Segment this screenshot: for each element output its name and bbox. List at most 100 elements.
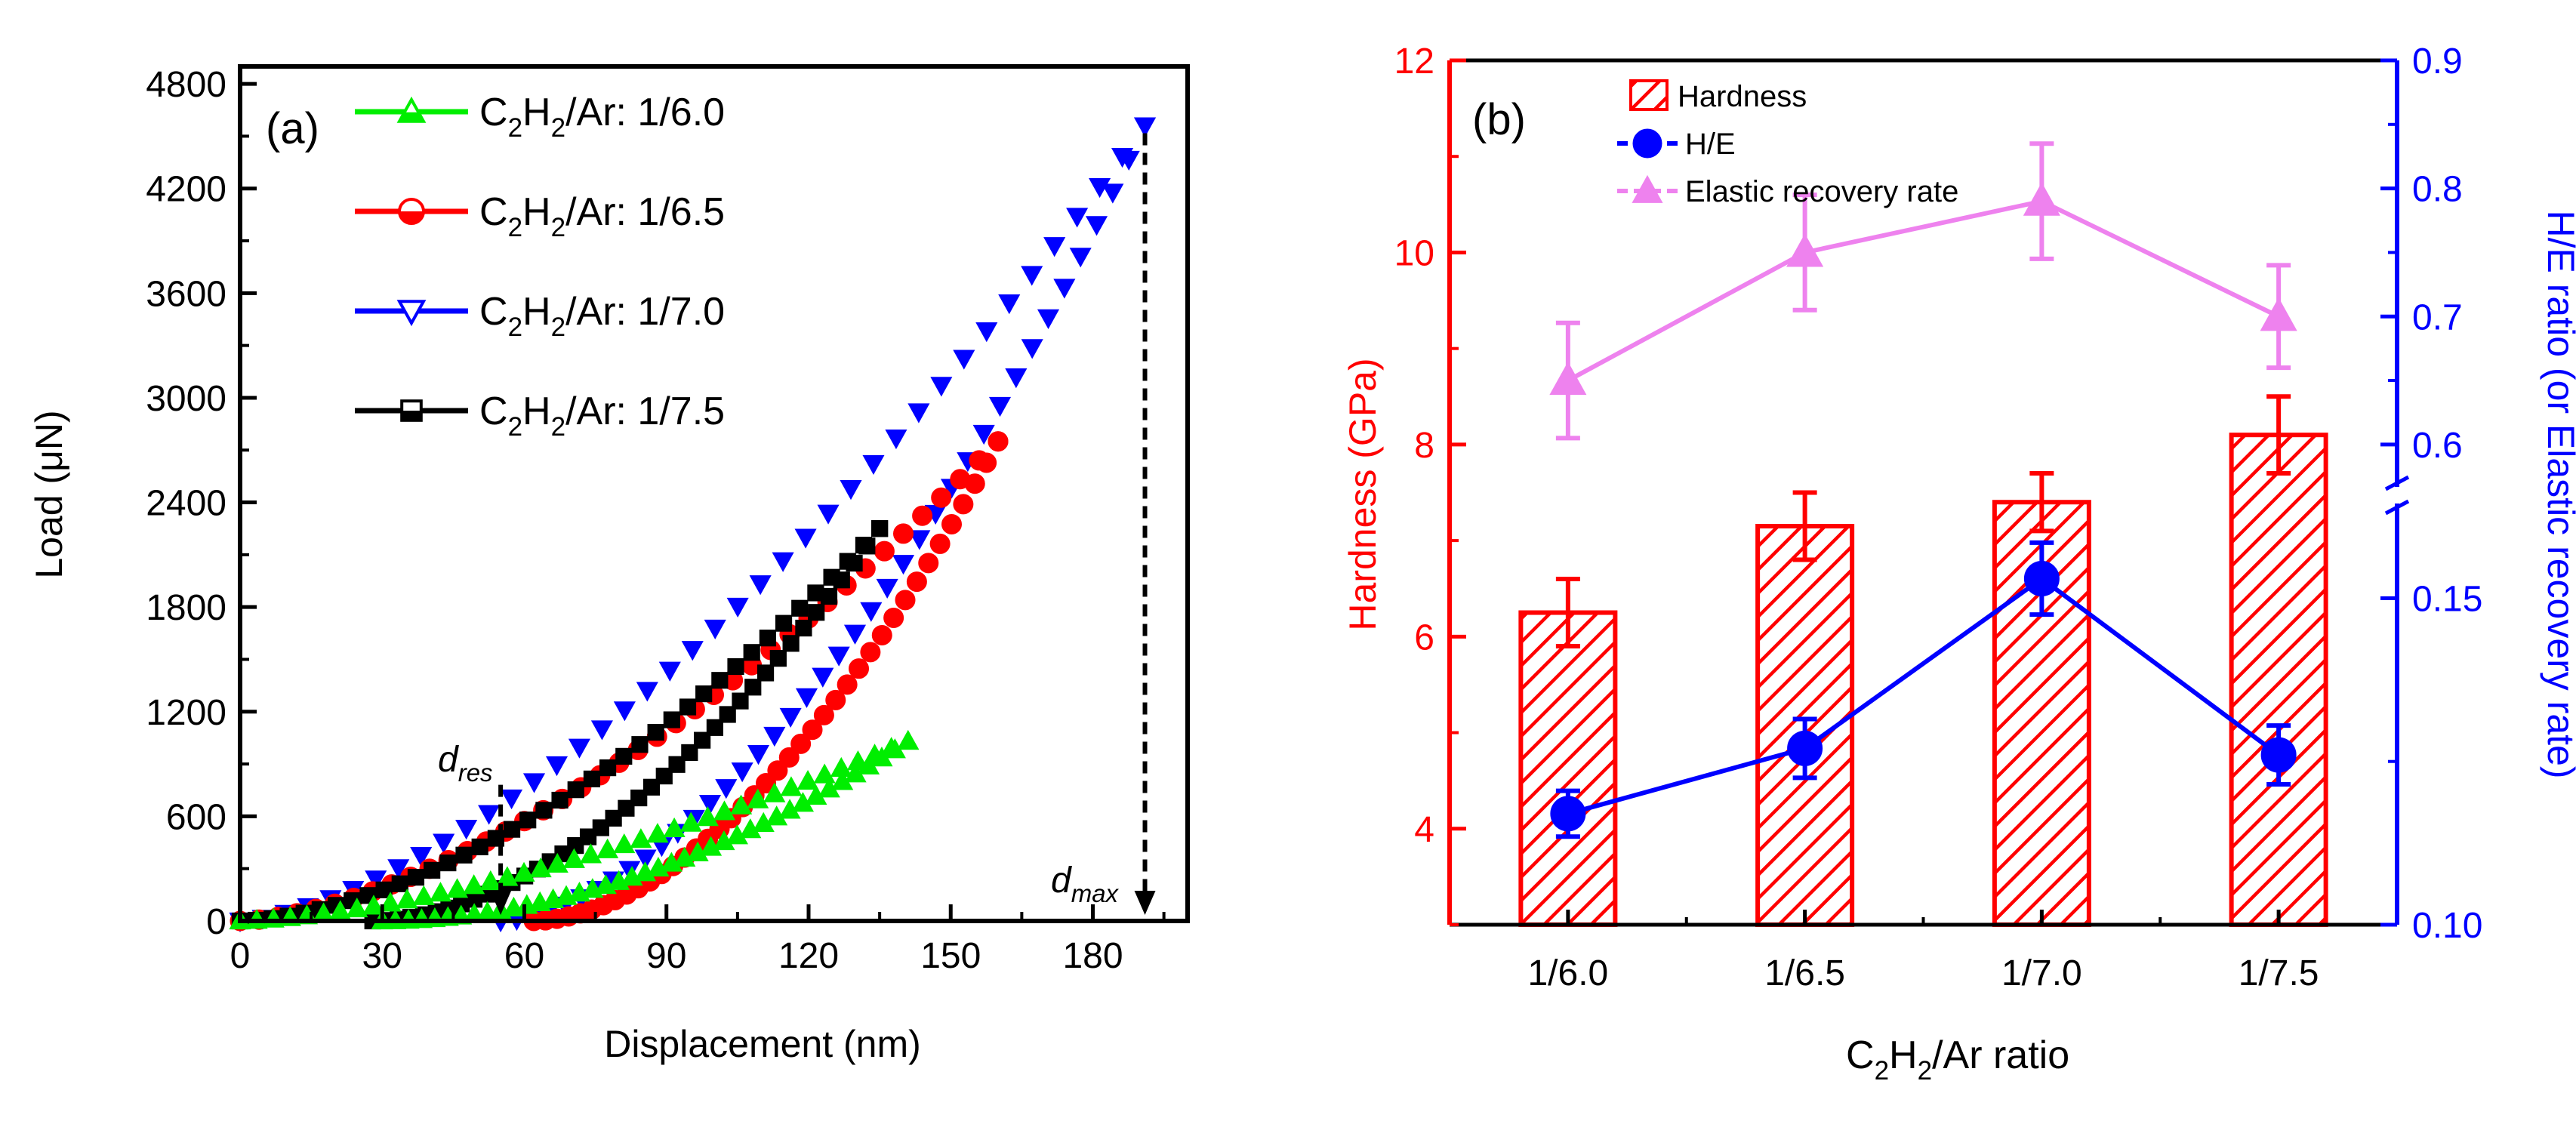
legend-label: H/E [1685,128,1736,161]
load-point [663,711,680,728]
unload-point [843,624,867,645]
load-point [658,661,681,682]
unload-point [895,590,916,611]
load-point [679,698,697,716]
load-point [907,403,930,423]
legend-label: Elastic recovery rate [1685,175,1958,208]
panel-a-curves [229,117,1157,933]
load-point [797,769,819,790]
load-point [599,759,617,777]
y-tick-label: 4800 [146,65,226,105]
unload-point [592,819,609,836]
unload-point [655,767,673,785]
y-tick-label: 3000 [146,379,226,419]
load-point [412,885,435,905]
load-point [704,619,726,640]
load-point [696,806,719,827]
panel-a-legend: C2​H2​/Ar: 1/6.0 C2​H2​/Ar: 1/6.5 C2​H2​/A… [355,91,725,442]
unload-point [897,729,920,750]
load-point [429,882,451,902]
load-point [727,658,744,676]
legend-label: C2​H2​/Ar: 1/6.5 [479,190,725,242]
panel-a-annotations: dres​ dmax​ [438,133,1156,915]
load-point [679,811,702,832]
unload-point [1133,117,1157,137]
unload-point [1117,150,1140,171]
unload-point [953,494,974,515]
panel-b-label: (b) [1472,95,1526,144]
x-tick-label: 150 [920,936,981,976]
unload-point [808,604,825,621]
y-tick-label: 1800 [146,588,226,628]
load-point [931,487,952,508]
data-point [2260,737,2297,773]
y-tick-label: 4200 [146,170,226,210]
load-point [479,870,502,891]
load-point [726,597,749,618]
unload-point [837,674,858,695]
load-point [455,846,473,864]
left-tick-label: 10 [1394,233,1434,273]
load-point [579,843,602,864]
legend-marker [396,300,427,327]
unload-point [634,849,657,870]
legend-marker [396,96,427,123]
unload-point [706,719,724,736]
load-point [930,377,953,397]
load-point [711,672,729,689]
unload-point [918,553,939,574]
load-point [695,685,713,703]
load-point [513,861,535,882]
data-point [1549,361,1587,396]
series-H/E [1550,540,2297,839]
unload-point [1053,279,1076,299]
right-tick-label: 0.9 [2412,42,2463,82]
unload-point [883,607,904,628]
unload-point [668,756,686,773]
left-tick-label: 12 [1394,42,1434,82]
unload-point [731,762,753,783]
unload-point [833,571,850,589]
unload-point [988,396,1012,417]
load-point [503,821,521,838]
load-point [791,599,809,617]
series-Elastic recovery rate [1549,141,2297,441]
load-point [463,874,485,895]
unload-point [744,679,762,696]
panel-a-label: (a) [266,104,319,153]
unload-point [1037,309,1060,329]
unload-point [929,533,951,554]
x-tick-label: 1/6.5 [1764,953,1845,993]
panel-a-y-label: Load (μN) [28,410,70,578]
series-line [1567,575,2280,816]
x-label-text: C2​H2​/Ar ratio [1846,1033,2069,1086]
load-point [562,848,585,868]
legend-label: C2​H2​/Ar: 1/6.0 [479,91,725,143]
load-point [763,782,786,802]
load-point [1021,266,1043,286]
load-point [439,854,457,872]
panel-b-left-y-label: Hardness (GPa) [1342,358,1384,630]
load-point [749,575,772,596]
load-point [953,350,975,370]
legend-hardness-swatch [1629,79,1669,111]
unload-point [769,650,787,667]
right-tick-label: 0.10 [2412,906,2482,946]
d-max-arrowhead [1134,891,1156,915]
panel-b-lines [1549,141,2297,839]
right-tick-label: 0.8 [2412,170,2463,210]
unload-point [972,424,995,445]
load-point [546,852,569,873]
x-tick-label: 1/7.5 [2239,953,2319,993]
load-point [1043,237,1066,257]
load-point [519,811,537,829]
load-point [551,791,569,809]
load-point [478,805,501,825]
load-point [663,817,686,838]
unload-point [976,452,997,473]
unload-point [827,646,850,667]
load-point [471,838,488,855]
unload-point [1102,183,1124,204]
load-point [730,794,753,815]
